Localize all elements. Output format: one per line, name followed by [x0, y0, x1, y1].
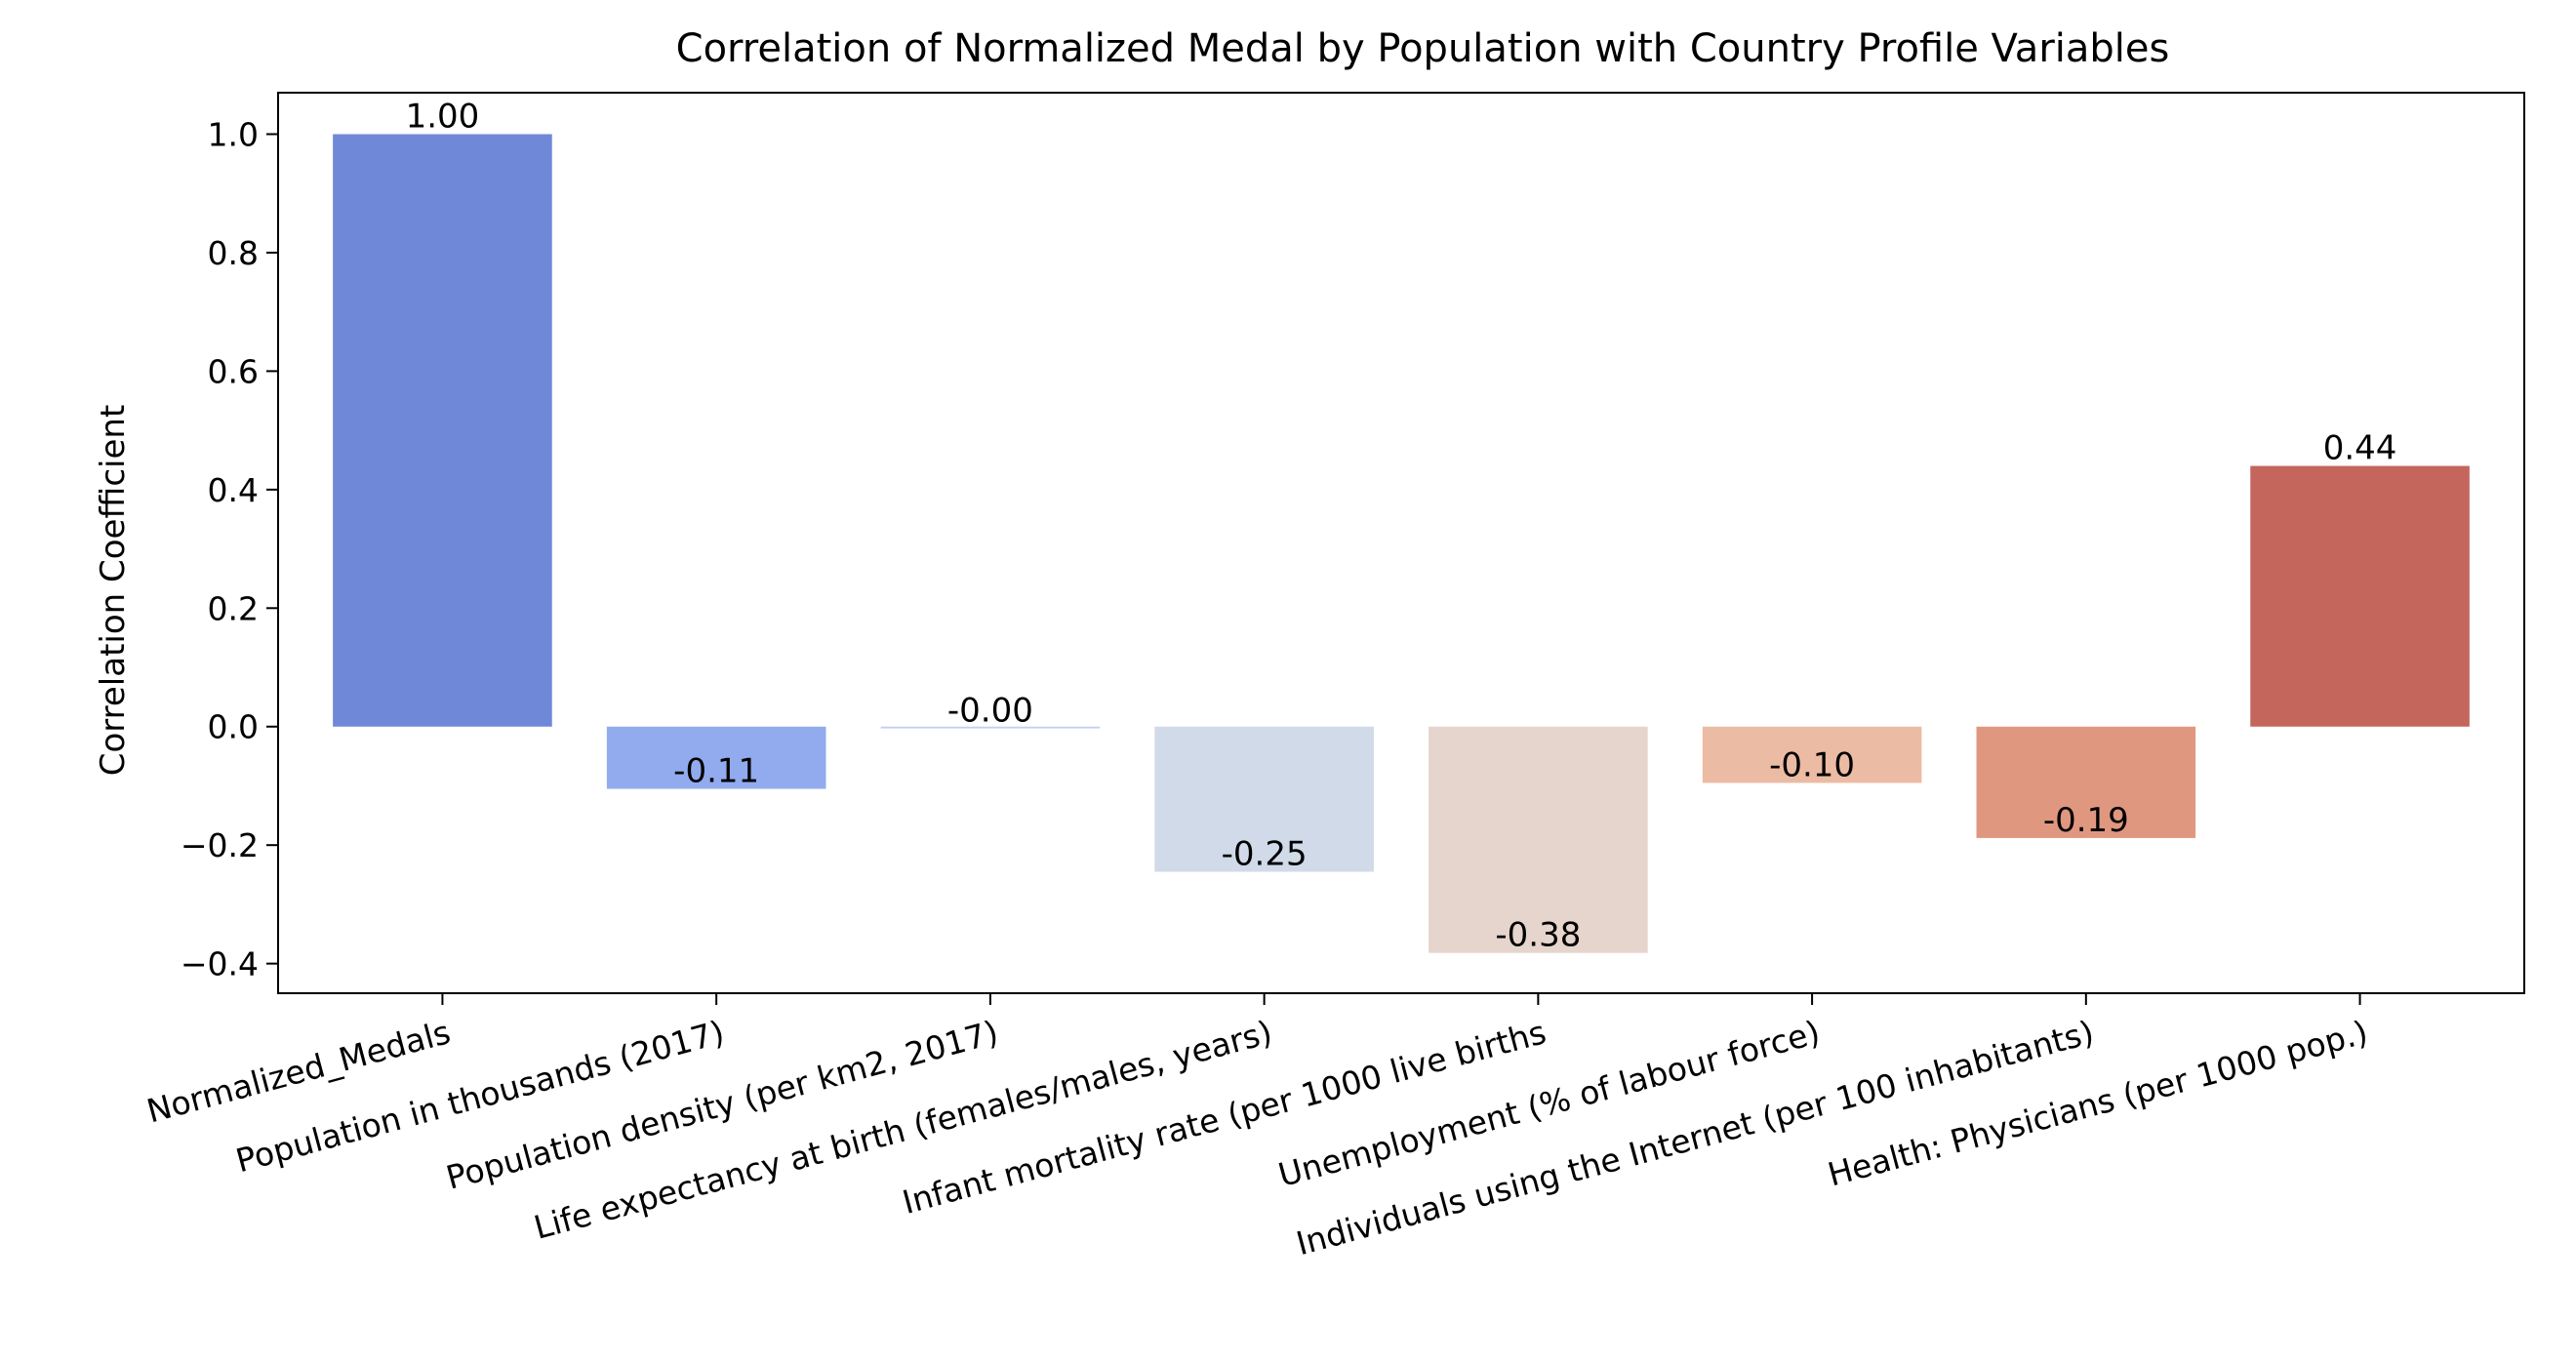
y-axis-label: Correlation Coefficient [94, 405, 133, 777]
y-tick-label: 0.0 [208, 708, 259, 746]
bar-3 [880, 726, 1101, 729]
chart-title: Correlation of Normalized Medal by Popul… [676, 26, 2170, 71]
bar-4 [1154, 726, 1374, 872]
data-label-3: -0.00 [947, 692, 1033, 731]
bar-5 [1429, 726, 1648, 953]
data-label-6: -0.10 [1769, 745, 1855, 784]
plot-frame [277, 92, 2525, 994]
bars-layer [333, 134, 2470, 953]
y-tick-label: 1.0 [208, 116, 259, 154]
data-label-4: -0.25 [1222, 835, 1308, 874]
bar-6 [1702, 726, 1922, 783]
bar-7 [1976, 726, 2196, 838]
bar-8 [2250, 465, 2470, 727]
y-tick-label: 0.2 [208, 589, 259, 627]
y-tick-label: 0.8 [208, 234, 259, 272]
y-tick-label: 0.6 [208, 352, 259, 390]
y-tick-label: 0.4 [208, 471, 259, 509]
bar-1 [333, 134, 552, 727]
y-tick-label: −0.4 [181, 945, 259, 983]
data-labels-layer: 1.00 -0.11 -0.00 -0.25 -0.38 -0.10 -0.19 0.44 [406, 98, 2397, 955]
y-axis: −0.4 −0.2 0.0 0.2 0.4 0.6 0.8 1.0 [181, 116, 278, 983]
bar-2 [606, 726, 826, 789]
y-tick-label: −0.2 [181, 826, 259, 864]
data-label-7: -0.19 [2043, 801, 2129, 840]
data-label-2: -0.11 [673, 752, 759, 791]
data-label-1: 1.00 [406, 98, 480, 137]
data-label-8: 0.44 [2323, 429, 2397, 468]
data-label-5: -0.38 [1495, 916, 1581, 955]
